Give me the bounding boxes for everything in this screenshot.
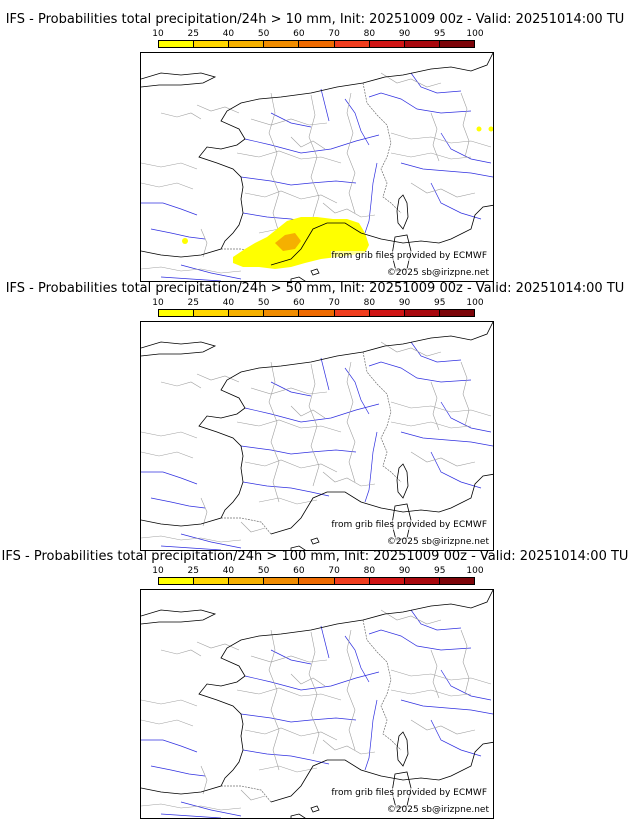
colorbar-tick: 50 xyxy=(257,29,270,39)
colorbar-tick: 50 xyxy=(257,566,270,576)
copyright-credit: ©2025 sb@irizpne.net xyxy=(386,537,489,547)
data-source-credit: from grib files provided by ECMWF xyxy=(331,520,487,530)
colorbar-tick: 10 xyxy=(152,29,164,39)
colorbar xyxy=(158,577,475,585)
colorbar-tick: 95 xyxy=(434,298,446,308)
colorbar-swatch xyxy=(299,578,335,584)
colorbar-tick: 100 xyxy=(466,298,484,308)
colorbar-tick: 70 xyxy=(328,566,340,576)
colorbar-tick: 100 xyxy=(466,566,484,576)
colorbar-tick: 90 xyxy=(398,298,411,308)
colorbar-swatch xyxy=(404,41,440,47)
colorbar-swatch xyxy=(194,578,230,584)
colorbar-tick: 25 xyxy=(187,29,199,39)
colorbar-swatch xyxy=(369,41,405,47)
colorbar-swatch xyxy=(299,41,335,47)
panel-title: IFS - Probabilities total precipitation/… xyxy=(5,12,625,27)
colorbar-swatch xyxy=(264,41,300,47)
colorbar-tick: 70 xyxy=(328,298,340,308)
colorbar-swatch xyxy=(264,310,300,316)
colorbar-tick: 95 xyxy=(434,29,446,39)
panel-title: IFS - Probabilities total precipitation/… xyxy=(5,281,625,296)
colorbar-swatch xyxy=(369,310,405,316)
colorbar-swatch xyxy=(264,578,300,584)
colorbar-tick: 80 xyxy=(363,29,376,39)
copyright-credit: ©2025 sb@irizpne.net xyxy=(386,268,489,278)
colorbar-swatch xyxy=(404,310,440,316)
colorbar-tick: 100 xyxy=(466,29,484,39)
colorbar-swatch xyxy=(404,578,440,584)
colorbar-tick: 70 xyxy=(328,29,340,39)
colorbar-swatch xyxy=(369,578,405,584)
colorbar-tick: 50 xyxy=(257,298,270,308)
colorbar-swatch xyxy=(159,41,195,47)
data-source-credit: from grib files provided by ECMWF xyxy=(331,788,487,798)
precipitation-map: from grib files provided by ECMWF ©2025 s… xyxy=(140,52,494,282)
colorbar-tick: 90 xyxy=(398,566,411,576)
colorbar xyxy=(158,40,475,48)
colorbar-tick: 60 xyxy=(293,566,305,576)
forecast-panel-10mm: IFS - Probabilities total precipitation/… xyxy=(0,12,630,282)
forecast-panel-50mm: IFS - Probabilities total precipitation/… xyxy=(0,281,630,551)
colorbar-swatch xyxy=(159,310,195,316)
precipitation-map: from grib files provided by ECMWF ©2025 s… xyxy=(140,321,494,551)
colorbar-tick: 40 xyxy=(222,29,235,39)
colorbar-swatch xyxy=(299,310,335,316)
colorbar-tick: 60 xyxy=(293,298,305,308)
colorbar-swatch xyxy=(334,310,370,316)
colorbar-tick: 40 xyxy=(222,566,235,576)
colorbar-tick: 25 xyxy=(187,566,199,576)
colorbar-tick-labels: 10 25 40 50 60 70 80 90 95 100 xyxy=(150,29,490,39)
colorbar-swatch xyxy=(194,310,230,316)
colorbar-tick: 10 xyxy=(152,566,164,576)
colorbar-tick: 80 xyxy=(363,566,376,576)
colorbar-tick: 25 xyxy=(187,298,199,308)
colorbar-swatch xyxy=(229,578,265,584)
colorbar-tick: 10 xyxy=(152,298,164,308)
colorbar-tick: 90 xyxy=(398,29,411,39)
colorbar-tick-labels: 10 25 40 50 60 70 80 90 95 100 xyxy=(150,298,490,308)
colorbar-swatch xyxy=(334,41,370,47)
colorbar-tick: 80 xyxy=(363,298,376,308)
colorbar-tick: 40 xyxy=(222,298,235,308)
colorbar-tick-labels: 10 25 40 50 60 70 80 90 95 100 xyxy=(150,566,490,576)
panel-title: IFS - Probabilities total precipitation/… xyxy=(1,549,629,564)
colorbar-swatch xyxy=(194,41,230,47)
colorbar xyxy=(158,309,475,317)
colorbar-tick: 60 xyxy=(293,29,305,39)
copyright-credit: ©2025 sb@irizpne.net xyxy=(386,805,489,815)
colorbar-swatch xyxy=(439,578,474,584)
precipitation-map: from grib files provided by ECMWF ©2025 s… xyxy=(140,589,494,819)
colorbar-swatch xyxy=(334,578,370,584)
colorbar-tick: 95 xyxy=(434,566,446,576)
forecast-panel-100mm: IFS - Probabilities total precipitation/… xyxy=(0,549,630,819)
colorbar-swatch xyxy=(439,310,474,316)
colorbar-swatch xyxy=(439,41,474,47)
colorbar-swatch xyxy=(229,41,265,47)
colorbar-swatch xyxy=(229,310,265,316)
colorbar-swatch xyxy=(159,578,195,584)
data-source-credit: from grib files provided by ECMWF xyxy=(331,251,487,261)
